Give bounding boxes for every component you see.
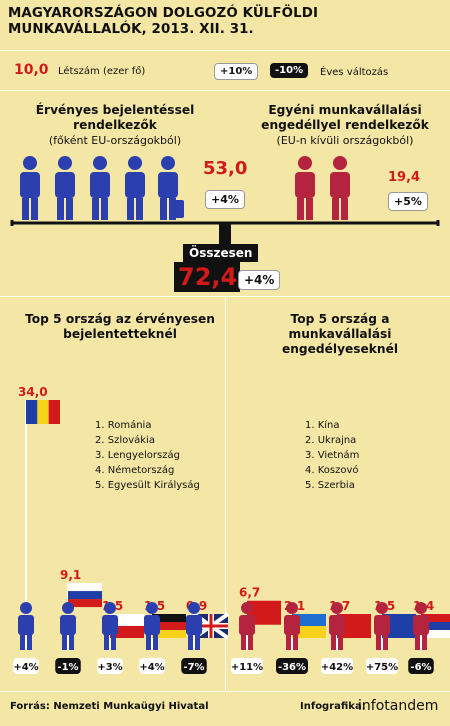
worker-figure-blue	[20, 156, 40, 220]
worker-figure	[284, 602, 300, 650]
top-right-title: Top 5 ország a munkavállalási engedélyes…	[281, 312, 399, 356]
worker-figure	[413, 602, 429, 650]
change-badge	[97, 658, 123, 674]
right-group-value: 19,4	[388, 170, 421, 185]
worker-figure-blue	[158, 156, 184, 220]
worker-figure-blue	[90, 156, 110, 220]
credit-label: Infografika:	[300, 701, 366, 712]
change-label: -36%	[278, 662, 306, 673]
list-item: 5. Egyesült Királyság	[95, 480, 200, 491]
flag-icon	[292, 614, 326, 638]
worker-figure	[329, 602, 345, 650]
data-label: 6,7	[239, 586, 260, 600]
list-item: 1. Kína	[305, 420, 340, 431]
flag-icon	[110, 614, 144, 638]
legend-value-label: Létszám (ezer fő)	[58, 66, 146, 77]
change-label: +42%	[321, 662, 353, 673]
top-left-list: 1. Románia 2. Szlovákia 3. Lengyelország…	[95, 418, 200, 493]
left-group-change: +4%	[205, 190, 245, 209]
data-label: 34,0	[18, 385, 48, 399]
worker-figure-red	[295, 156, 315, 220]
right-group-change: +5%	[388, 192, 428, 211]
worker-scale-illustration	[10, 156, 440, 248]
change-badge	[13, 658, 39, 674]
legend-value-sample: 10,0	[14, 62, 49, 78]
right-group-title: Egyéni munkavállalási engedéllyel rendel…	[261, 103, 429, 147]
worker-figure	[186, 602, 202, 650]
legend-change-label: Éves változás	[320, 67, 389, 78]
source-text: Forrás: Nemzeti Munkaügyi Hivatal	[10, 701, 209, 712]
change-label: -1%	[57, 662, 78, 673]
list-item: 2. Szlovákia	[95, 435, 155, 446]
worker-figure	[60, 602, 76, 650]
worker-figure-blue	[55, 156, 75, 220]
change-label: +4%	[139, 662, 164, 673]
change-label: +4%	[13, 662, 38, 673]
change-badge	[181, 658, 207, 674]
left-group-title: Érvényes bejelentéssel rendelkezők (főké…	[35, 103, 195, 147]
worker-figure-blue	[125, 156, 145, 220]
top-left-title: Top 5 ország az érvényesen bejelentettek…	[25, 312, 215, 341]
worker-figure-red	[330, 156, 350, 220]
legend-minus-badge: -10%	[270, 63, 309, 78]
flag-icon	[152, 614, 186, 638]
top-right-list: 1. Kína 2. Ukrajna 3. Vietnám 4. Koszovó…	[305, 418, 359, 493]
change-badge	[55, 658, 81, 674]
change-badge	[139, 658, 165, 674]
divider-vertical	[225, 296, 226, 691]
change-label: -7%	[183, 662, 204, 673]
divider	[0, 50, 450, 51]
divider	[0, 90, 450, 91]
flag-icon	[68, 583, 102, 608]
worker-figure	[102, 602, 118, 650]
list-item: 3. Lengyelország	[95, 450, 180, 461]
change-label: +75%	[366, 662, 398, 673]
brand-logo: infotandem	[358, 698, 439, 714]
list-item: 5. Szerbia	[305, 480, 355, 491]
legend-plus-badge: +10%	[214, 63, 259, 80]
list-item: 2. Ukrajna	[305, 435, 357, 446]
country-bar-chart: 34,0+4%9,1-1%1,5+3%1,5+4%0,9-7%6,7+11%2,…	[13, 385, 450, 674]
worker-figure	[144, 602, 160, 650]
left-group-value: 53,0	[203, 158, 248, 179]
change-label: +3%	[97, 662, 122, 673]
list-item: 4. Koszovó	[305, 465, 359, 476]
list-item: 4. Németország	[95, 465, 175, 476]
worker-figure	[18, 602, 34, 650]
flag-icon	[421, 614, 450, 638]
change-label: -6%	[410, 662, 431, 673]
total-value: 72,4	[174, 262, 240, 292]
total-change: +4%	[238, 270, 281, 290]
change-badge	[276, 658, 308, 674]
page-title: MAGYARORSZÁGON DOLGOZÓ KÜLFÖLDI MUNKAVÁL…	[8, 6, 319, 37]
flag-icon	[26, 400, 60, 424]
divider	[0, 691, 450, 692]
list-item: 3. Vietnám	[305, 450, 360, 461]
total-label: Összesen	[183, 244, 259, 262]
worker-figure	[239, 602, 255, 650]
list-item: 1. Románia	[95, 420, 152, 431]
change-badge	[366, 658, 398, 674]
change-label: +11%	[231, 662, 263, 673]
change-badge	[408, 658, 434, 674]
change-badge	[231, 658, 263, 674]
scale-post	[219, 223, 231, 248]
change-badge	[321, 658, 353, 674]
data-label: 9,1	[60, 568, 81, 582]
worker-figure	[374, 602, 390, 650]
